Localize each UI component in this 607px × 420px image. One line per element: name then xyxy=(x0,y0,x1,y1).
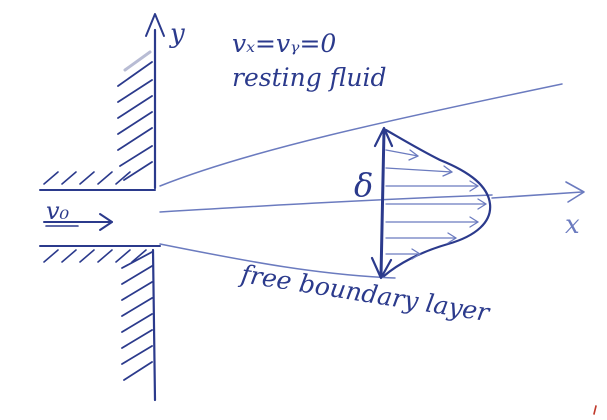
y-axis-label: y xyxy=(169,19,185,49)
free-boundary-layer-label: free boundary layer xyxy=(237,259,493,327)
y-axis-arrow xyxy=(145,13,165,37)
thickness-label: δ xyxy=(354,166,373,204)
velocity-condition-label: vₓ=vᵧ=0 xyxy=(232,29,336,58)
velocity-profile xyxy=(370,126,492,280)
faint-stroke xyxy=(123,50,152,72)
vertical-wall xyxy=(117,28,157,402)
jet-spreading-boundaries xyxy=(159,83,563,279)
inlet-velocity-label: v₀ xyxy=(46,197,70,225)
inlet-velocity-arrow xyxy=(43,213,113,231)
x-axis-label: x xyxy=(565,210,580,240)
resting-fluid-label: resting fluid xyxy=(232,63,386,92)
accent-mark xyxy=(593,405,597,415)
upper-channel-wall xyxy=(39,171,156,191)
lower-channel-wall xyxy=(39,245,161,263)
x-axis xyxy=(491,181,585,203)
